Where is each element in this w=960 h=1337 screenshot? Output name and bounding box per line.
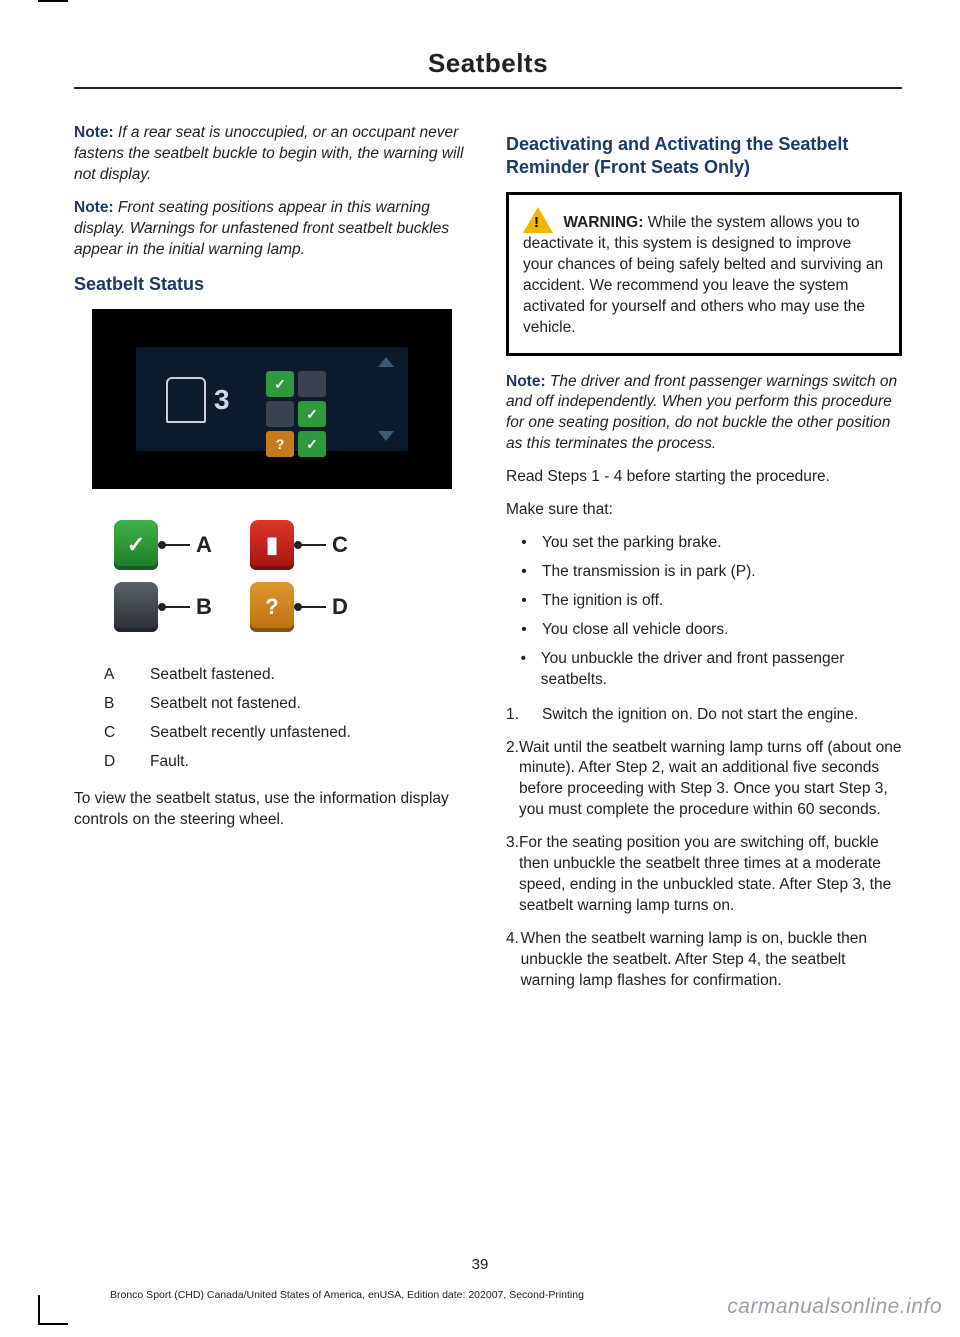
leader-line	[298, 544, 326, 546]
status-icon-fastened: ✓	[114, 520, 158, 570]
warning-triangle-icon	[523, 207, 553, 233]
legend-row: B Seatbelt not fastened.	[104, 694, 470, 715]
list-item: •You close all vehicle doors.	[506, 620, 902, 641]
legend-key: A	[104, 665, 150, 686]
list-item: 3.For the seating position you are switc…	[506, 833, 902, 917]
content-columns: Note: If a rear seat is unoccupied, or a…	[74, 123, 902, 1004]
warning-body: While the system allows you to deactivat…	[523, 214, 883, 336]
crop-mark	[38, 0, 68, 30]
seat-icon	[166, 377, 206, 423]
legend-value: Seatbelt not fastened.	[150, 694, 301, 715]
page-title: Seatbelts	[74, 48, 902, 79]
status-icon-fault: ?	[250, 582, 294, 632]
dashboard-illustration: 3 ✓ ✓ ? ✓	[92, 309, 452, 489]
seat-tile-grid: ✓ ✓ ? ✓	[266, 371, 326, 457]
list-item: •The ignition is off.	[506, 591, 902, 612]
legend-key: D	[104, 752, 150, 773]
list-item: •The transmission is in park (P).	[506, 562, 902, 583]
list-item: 2.Wait until the seatbelt warning lamp t…	[506, 738, 902, 822]
legend-row: D Fault.	[104, 752, 470, 773]
step-number: 3.	[506, 833, 519, 917]
bullet-icon: •	[506, 533, 542, 554]
tile-empty-icon	[298, 371, 326, 397]
list-item: 4.When the seatbelt warning lamp is on, …	[506, 929, 902, 992]
seat-count: 3	[214, 381, 230, 419]
note-label: Note:	[506, 373, 546, 390]
note-1: Note: If a rear seat is unoccupied, or a…	[74, 123, 470, 186]
list-text: You set the parking brake.	[542, 533, 722, 554]
list-text: The ignition is off.	[542, 591, 663, 612]
list-item: 1.Switch the ignition on. Do not start t…	[506, 705, 902, 726]
bullet-icon: •	[506, 649, 541, 691]
status-icon-not-fastened	[114, 582, 158, 632]
leader-line	[162, 544, 190, 546]
step-text: Wait until the seatbelt warning lamp tur…	[519, 738, 902, 822]
diagram-label-d: D	[326, 592, 366, 622]
note-body: If a rear seat is unoccupied, or an occu…	[74, 124, 463, 183]
tile-fault-icon: ?	[266, 431, 294, 457]
note-3: Note: The driver and front passenger war…	[506, 372, 902, 456]
bullet-icon: •	[506, 620, 542, 641]
note-label: Note:	[74, 199, 114, 216]
tile-fastened-icon: ✓	[266, 371, 294, 397]
note-body: Front seating positions appear in this w…	[74, 199, 449, 258]
list-item: •You set the parking brake.	[506, 533, 902, 554]
prerequisite-list: •You set the parking brake. •The transmi…	[506, 533, 902, 691]
legend-key: C	[104, 723, 150, 744]
note-body: The driver and front passenger warnings …	[506, 373, 897, 453]
legend-row: A Seatbelt fastened.	[104, 665, 470, 686]
note-label: Note:	[74, 124, 114, 141]
chevron-up-icon	[378, 357, 394, 367]
diagram-label-c: C	[326, 530, 366, 560]
legend-value: Seatbelt recently unfastened.	[150, 723, 351, 744]
diagram-label-b: B	[190, 592, 250, 622]
diagram-label-a: A	[190, 530, 250, 560]
dashboard-screen: 3 ✓ ✓ ? ✓	[136, 347, 408, 451]
status-legend: A Seatbelt fastened. B Seatbelt not fast…	[104, 665, 470, 773]
step-text: For the seating position you are switchi…	[519, 833, 902, 917]
tile-fastened-icon: ✓	[298, 401, 326, 427]
legend-value: Fault.	[150, 752, 189, 773]
list-item: •You unbuckle the driver and front passe…	[506, 649, 902, 691]
read-steps-text: Read Steps 1 - 4 before starting the pro…	[506, 467, 902, 488]
step-number: 1.	[506, 705, 542, 726]
list-text: You close all vehicle doors.	[542, 620, 728, 641]
list-text: The transmission is in park (P).	[542, 562, 756, 583]
step-text: When the seatbelt warning lamp is on, bu…	[521, 929, 902, 992]
right-column: Deactivating and Activating the Seatbelt…	[506, 123, 902, 1004]
footer-line: Bronco Sport (CHD) Canada/United States …	[110, 1289, 584, 1301]
legend-row: C Seatbelt recently unfastened.	[104, 723, 470, 744]
page-number: 39	[0, 1256, 960, 1273]
step-number: 2.	[506, 738, 519, 822]
chevron-down-icon	[378, 431, 394, 441]
status-icon-diagram: ✓ A ▮ C B ? D	[114, 517, 470, 635]
warning-label: WARNING:	[563, 214, 643, 231]
heading-deactivating: Deactivating and Activating the Seatbelt…	[506, 133, 902, 178]
make-sure-text: Make sure that:	[506, 500, 902, 521]
leader-line	[298, 606, 326, 608]
bullet-icon: •	[506, 562, 542, 583]
page-header: Seatbelts	[74, 48, 902, 89]
procedure-steps: 1.Switch the ignition on. Do not start t…	[506, 705, 902, 992]
left-tail-paragraph: To view the seatbelt status, use the inf…	[74, 789, 470, 831]
tile-fastened-icon: ✓	[298, 431, 326, 457]
heading-seatbelt-status: Seatbelt Status	[74, 273, 470, 296]
warning-box: WARNING: While the system allows you to …	[506, 192, 902, 356]
bullet-icon: •	[506, 591, 542, 612]
step-text: Switch the ignition on. Do not start the…	[542, 705, 858, 726]
list-text: You unbuckle the driver and front passen…	[541, 649, 902, 691]
legend-value: Seatbelt fastened.	[150, 665, 275, 686]
step-number: 4.	[506, 929, 521, 992]
leader-line	[162, 606, 190, 608]
note-2: Note: Front seating positions appear in …	[74, 198, 470, 261]
tile-empty-icon	[266, 401, 294, 427]
status-icon-unfastened: ▮	[250, 520, 294, 570]
crop-mark	[38, 1295, 68, 1325]
watermark: carmanualsonline.info	[727, 1295, 942, 1319]
left-column: Note: If a rear seat is unoccupied, or a…	[74, 123, 470, 1004]
legend-key: B	[104, 694, 150, 715]
